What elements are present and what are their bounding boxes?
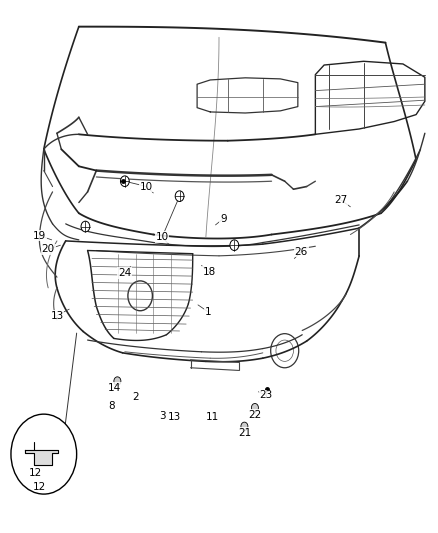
Text: 11: 11	[206, 412, 219, 422]
Circle shape	[120, 176, 129, 187]
Circle shape	[251, 403, 258, 412]
Text: 8: 8	[108, 401, 115, 411]
Text: 10: 10	[140, 182, 153, 191]
Text: 10: 10	[155, 232, 169, 242]
Text: 1: 1	[205, 307, 212, 317]
Circle shape	[241, 422, 248, 431]
Circle shape	[175, 191, 184, 201]
Circle shape	[114, 377, 121, 385]
Text: 3: 3	[159, 411, 166, 421]
Text: 13: 13	[168, 412, 181, 422]
Text: 20: 20	[42, 245, 55, 254]
Text: 13: 13	[50, 311, 64, 320]
Text: 27: 27	[334, 195, 347, 205]
Text: 9: 9	[220, 214, 227, 223]
Polygon shape	[25, 450, 58, 465]
Text: 22: 22	[248, 410, 261, 419]
Text: 12: 12	[33, 482, 46, 491]
Circle shape	[81, 221, 90, 232]
Text: 26: 26	[295, 247, 308, 256]
Text: 19: 19	[33, 231, 46, 240]
Text: 24: 24	[118, 268, 131, 278]
Circle shape	[230, 240, 239, 251]
Text: 2: 2	[132, 392, 139, 402]
Circle shape	[11, 414, 77, 494]
Text: 23: 23	[260, 391, 273, 400]
Text: 21: 21	[238, 428, 251, 438]
Text: 12: 12	[29, 469, 42, 478]
Text: 18: 18	[203, 267, 216, 277]
Text: 14: 14	[108, 383, 121, 393]
